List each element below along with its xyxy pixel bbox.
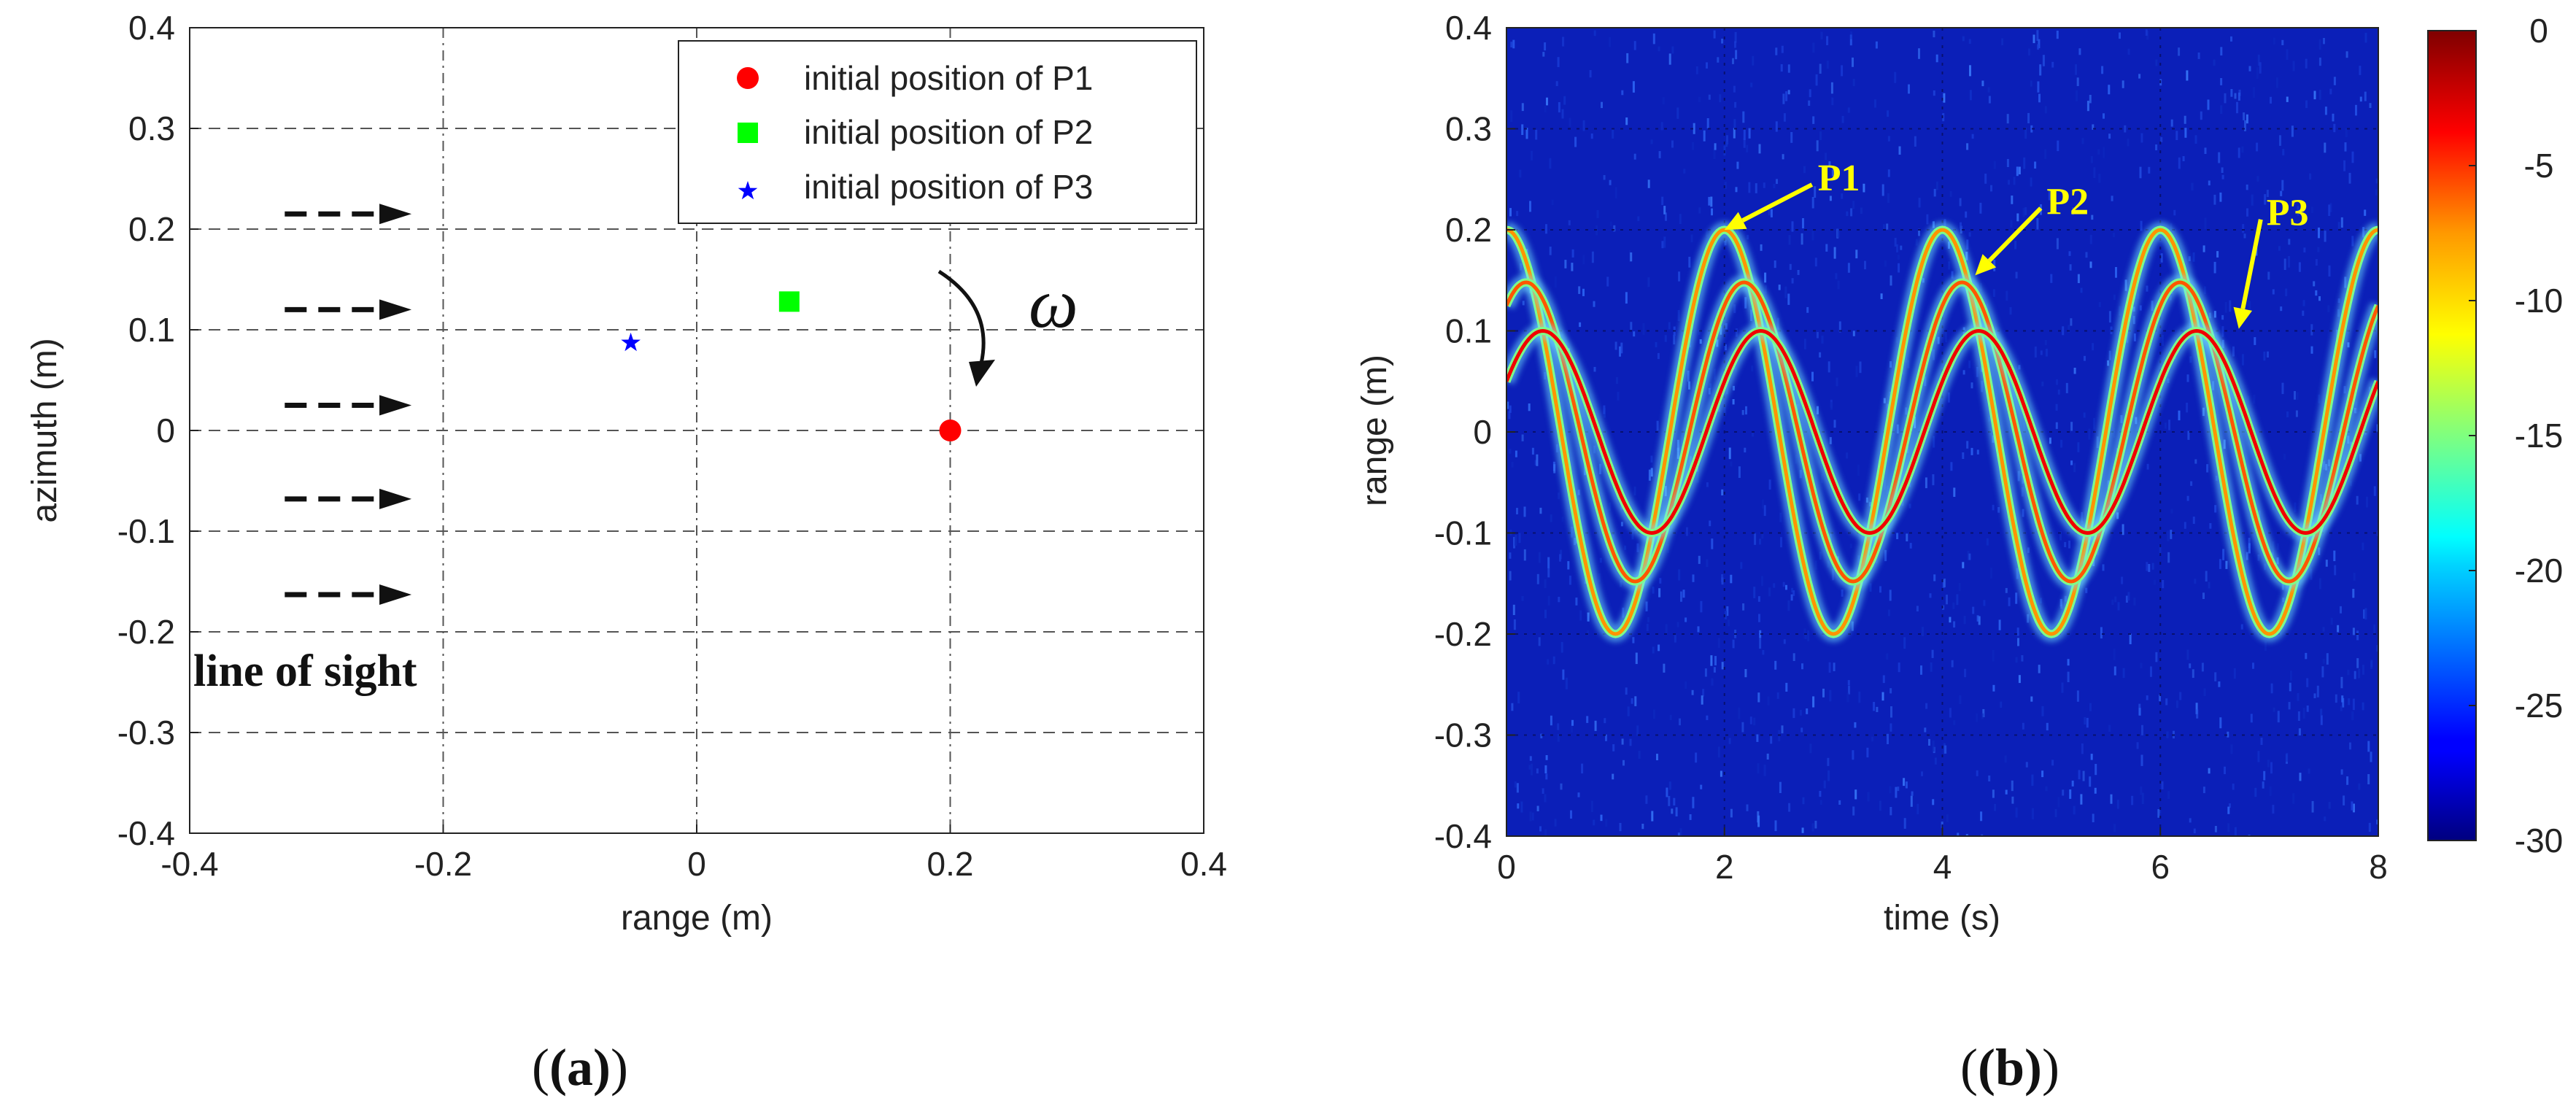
x-tick-label-a: 0.2 bbox=[927, 845, 974, 883]
callout-p3: P3 bbox=[2233, 193, 2309, 329]
line-of-sight-arrow-icon bbox=[285, 395, 412, 416]
y-axis-label-a: azimuth (m) bbox=[26, 338, 64, 522]
y-tick-label-a: 0.4 bbox=[128, 9, 175, 47]
curve-p3 bbox=[1506, 322, 2378, 541]
colorbar-tick-label: 0 bbox=[2529, 12, 2548, 50]
heatmap-curves bbox=[1506, 221, 2378, 643]
x-tick-labels-a: -0.4 -0.2 0 0.2 0.4 bbox=[160, 845, 1227, 883]
colorbar: 0 -5 -10 -15 -20 -25 -30 bbox=[2427, 12, 2563, 859]
y-tick-labels-a: 0.4 0.3 0.2 0.1 0 -0.1 -0.2 -0.3 -0.4 bbox=[117, 9, 175, 852]
callout-arrow-icon bbox=[1741, 182, 1814, 223]
x-tick-label-a: 0.4 bbox=[1180, 845, 1227, 883]
x-tick-label-a: -0.2 bbox=[414, 845, 472, 883]
y-tick-label-b: 0.3 bbox=[1445, 110, 1492, 148]
x-tick-label-a: 0 bbox=[687, 845, 706, 883]
legend-marker-p3 bbox=[738, 181, 758, 200]
curve-p2 bbox=[1506, 274, 2378, 590]
line-of-sight-arrow-icon bbox=[285, 204, 412, 225]
y-tick-label-a: -0.2 bbox=[117, 613, 175, 651]
y-tick-label-a: 0.1 bbox=[128, 311, 175, 349]
line-of-sight-arrows bbox=[285, 204, 412, 605]
legend-marker-p2 bbox=[738, 123, 758, 143]
y-axis-label-b: range (m) bbox=[1355, 355, 1394, 506]
plot-area-b: P1 P2 P3 bbox=[1506, 27, 2379, 837]
rotation-arrow-icon bbox=[937, 269, 995, 387]
heatmap-chart-b: P1 P2 P3 0 2 4 6 8 0.4 0.3 0.2 0.1 0 -0.1 -0.2 -0.3 -0… bbox=[1355, 9, 2563, 1097]
point-p2 bbox=[778, 291, 800, 312]
x-tick-label-b: 2 bbox=[1715, 848, 1734, 886]
colorbar-ticks: 0 -5 -10 -15 -20 -25 -30 bbox=[2469, 12, 2563, 859]
legend-marker-p1 bbox=[737, 67, 759, 89]
colorbar-tick-label: -5 bbox=[2524, 147, 2554, 185]
legend-entry-p1: initial position of P1 bbox=[804, 59, 1093, 97]
x-tick-labels-b: 0 2 4 6 8 bbox=[1497, 848, 2388, 886]
x-tick-label-a: -0.4 bbox=[160, 845, 218, 883]
line-of-sight-arrow-icon bbox=[285, 584, 412, 605]
y-tick-labels-b: 0.4 0.3 0.2 0.1 0 -0.1 -0.2 -0.3 -0.4 bbox=[1434, 9, 1492, 855]
colorbar-tick-label: -30 bbox=[2515, 822, 2563, 859]
y-tick-label-b: 0.4 bbox=[1445, 9, 1492, 47]
colorbar-tick-label: -25 bbox=[2515, 687, 2563, 724]
y-tick-label-b: 0.1 bbox=[1445, 312, 1492, 350]
callout-label: P2 bbox=[2046, 181, 2089, 223]
panel-caption-a: ((a)) bbox=[532, 1038, 628, 1097]
colorbar-tick-label: -20 bbox=[2515, 552, 2563, 590]
callouts-b: P1 P2 P3 bbox=[1724, 158, 2309, 329]
line-of-sight-arrow-icon bbox=[285, 488, 412, 509]
ticks-b bbox=[1506, 27, 2379, 837]
x-tick-label-b: 0 bbox=[1497, 848, 1516, 886]
x-tick-label-b: 8 bbox=[2369, 848, 2388, 886]
y-tick-label-a: -0.4 bbox=[117, 814, 175, 852]
grid-b bbox=[1506, 28, 2378, 836]
panel-caption-b: ((b)) bbox=[1960, 1038, 2059, 1097]
y-tick-label-a: 0 bbox=[156, 411, 175, 449]
data-points-a bbox=[621, 291, 962, 441]
y-tick-label-b: -0.1 bbox=[1434, 514, 1492, 552]
x-tick-label-b: 4 bbox=[1933, 848, 1952, 886]
x-axis-label-b: time (s) bbox=[1884, 899, 2000, 938]
y-tick-label-b: -0.2 bbox=[1434, 615, 1492, 653]
callout-label: P3 bbox=[2267, 193, 2309, 234]
x-tick-label-b: 6 bbox=[2151, 848, 2170, 886]
callout-p2: P2 bbox=[1975, 181, 2089, 276]
y-tick-label-b: 0.2 bbox=[1445, 211, 1492, 249]
y-tick-label-a: -0.1 bbox=[117, 512, 175, 550]
y-tick-label-a: 0.3 bbox=[128, 109, 175, 147]
y-tick-label-b: -0.3 bbox=[1434, 716, 1492, 754]
y-tick-label-a: 0.2 bbox=[128, 210, 175, 248]
legend-entry-p2: initial position of P2 bbox=[804, 113, 1093, 151]
line-of-sight-label: line of sight bbox=[193, 646, 417, 696]
point-p1 bbox=[939, 420, 962, 441]
y-tick-label-b: -0.4 bbox=[1434, 817, 1492, 855]
scatter-chart-a: -0.4 -0.2 0 0.2 0.4 0.40.30.20.10-0.1-0.2-0.… bbox=[26, 9, 1227, 1097]
legend-entry-p3: initial position of P3 bbox=[804, 168, 1093, 206]
line-of-sight-arrow-icon bbox=[285, 299, 412, 320]
y-tick-label-a: -0.3 bbox=[117, 714, 175, 751]
omega-symbol: ω bbox=[1029, 264, 1078, 342]
ticks-a bbox=[189, 27, 1204, 834]
legend-a: initial position of P1 initial position … bbox=[678, 40, 1197, 224]
colorbar-tick-label: -10 bbox=[2515, 282, 2563, 320]
callout-arrow-icon bbox=[1987, 206, 2043, 263]
colorbar-tick-label: -15 bbox=[2515, 417, 2563, 455]
colorbar-gradient bbox=[2428, 31, 2476, 841]
callout-label: P1 bbox=[1818, 158, 1860, 199]
legend-box bbox=[678, 40, 1197, 224]
y-tick-label-b: 0 bbox=[1473, 413, 1492, 451]
callout-p1: P1 bbox=[1724, 158, 1860, 230]
point-p3 bbox=[621, 332, 641, 352]
callout-arrow-icon bbox=[2240, 219, 2263, 309]
x-axis-label-a: range (m) bbox=[621, 899, 773, 938]
